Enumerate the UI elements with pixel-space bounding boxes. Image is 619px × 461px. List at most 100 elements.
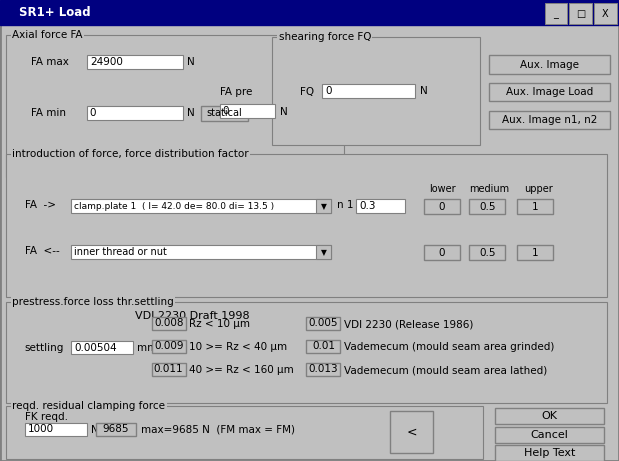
Bar — [152, 363, 186, 376]
Text: FA min: FA min — [31, 108, 66, 118]
Text: X: X — [602, 9, 608, 18]
Bar — [71, 245, 331, 259]
Text: 0.00504: 0.00504 — [74, 343, 117, 353]
Bar — [356, 199, 405, 213]
Bar — [220, 104, 275, 118]
Bar — [6, 154, 607, 297]
Text: 10 >= Rz < 40 µm: 10 >= Rz < 40 µm — [189, 342, 288, 352]
Text: 0.005: 0.005 — [309, 319, 338, 328]
Text: FA  <--: FA <-- — [25, 246, 59, 256]
Bar — [306, 340, 340, 353]
Bar — [517, 245, 553, 260]
Bar — [489, 111, 610, 129]
Text: 0.009: 0.009 — [154, 342, 183, 351]
Text: 0: 0 — [439, 202, 445, 212]
Bar — [71, 199, 331, 213]
Bar — [424, 199, 460, 214]
Text: N: N — [91, 425, 99, 435]
Text: Aux. Image: Aux. Image — [520, 59, 579, 70]
Text: Axial force FA: Axial force FA — [12, 30, 83, 40]
Bar — [152, 317, 186, 330]
Bar — [390, 411, 433, 453]
Bar — [517, 199, 553, 214]
Text: Vademecum (mould seam area grinded): Vademecum (mould seam area grinded) — [344, 342, 555, 352]
Text: N: N — [280, 106, 288, 117]
Text: max=9685 N  (FM max = FM): max=9685 N (FM max = FM) — [141, 425, 295, 435]
Text: 24900: 24900 — [90, 57, 123, 67]
Text: N: N — [187, 57, 195, 67]
Text: 0: 0 — [439, 248, 445, 258]
Bar — [25, 423, 87, 436]
Text: SR1+ Load: SR1+ Load — [19, 6, 90, 19]
Text: 0.013: 0.013 — [309, 365, 338, 374]
Text: shearing force FQ: shearing force FQ — [279, 32, 371, 42]
Text: FA max: FA max — [31, 57, 69, 67]
Text: introduction of force, force distribution factor: introduction of force, force distributio… — [12, 149, 249, 160]
Text: Help Text: Help Text — [524, 448, 575, 458]
Text: ▼: ▼ — [321, 201, 326, 211]
Text: ▼: ▼ — [321, 248, 326, 257]
Text: n 1: n 1 — [337, 200, 354, 210]
Bar — [272, 37, 480, 145]
Text: inner thread or nut: inner thread or nut — [74, 247, 167, 257]
Bar — [495, 427, 604, 443]
Text: <: < — [407, 426, 417, 438]
Text: FQ: FQ — [300, 87, 314, 97]
Text: 0: 0 — [223, 106, 230, 116]
Text: medium: medium — [469, 184, 509, 194]
Text: settling: settling — [25, 343, 64, 353]
Text: mm: mm — [137, 343, 158, 353]
Text: lower: lower — [429, 184, 456, 194]
Text: 1: 1 — [532, 202, 538, 212]
Bar — [0, 0, 619, 25]
Text: Vademecum (mould seam area lathed): Vademecum (mould seam area lathed) — [344, 365, 547, 375]
Text: reqd. residual clamping force: reqd. residual clamping force — [12, 401, 165, 411]
Bar — [322, 84, 415, 98]
Text: 0.5: 0.5 — [479, 248, 495, 258]
Bar — [6, 35, 344, 177]
Text: Aux. Image Load: Aux. Image Load — [506, 87, 593, 97]
Text: 40 >= Rz < 160 µm: 40 >= Rz < 160 µm — [189, 365, 294, 375]
Bar — [6, 302, 607, 403]
Text: clamp.plate 1  ( l= 42.0 de= 80.0 di= 13.5 ): clamp.plate 1 ( l= 42.0 de= 80.0 di= 13.… — [74, 201, 274, 211]
Text: FK reqd.: FK reqd. — [25, 412, 67, 422]
Bar — [489, 83, 610, 101]
Bar — [424, 245, 460, 260]
Bar — [495, 408, 604, 424]
Bar — [316, 245, 331, 259]
Text: FA  ->: FA -> — [25, 200, 56, 210]
Bar — [87, 106, 183, 120]
Bar — [71, 341, 133, 354]
Bar — [469, 245, 505, 260]
Text: upper: upper — [524, 184, 553, 194]
Bar — [495, 445, 604, 461]
Text: 1000: 1000 — [28, 424, 54, 434]
Text: VDI 2230 (Release 1986): VDI 2230 (Release 1986) — [344, 319, 474, 329]
Bar — [6, 406, 483, 459]
Text: FA pre: FA pre — [220, 87, 252, 97]
Text: statical: statical — [207, 108, 242, 118]
Bar — [306, 317, 340, 330]
Text: 0.3: 0.3 — [359, 201, 376, 211]
Bar — [545, 3, 567, 24]
Bar — [594, 3, 617, 24]
Bar — [489, 55, 610, 74]
Text: 0: 0 — [90, 108, 97, 118]
Text: 0.008: 0.008 — [154, 319, 183, 328]
Text: N: N — [187, 108, 195, 118]
Text: Rz < 10 µm: Rz < 10 µm — [189, 319, 251, 329]
Text: prestress.force loss thr.settling: prestress.force loss thr.settling — [12, 297, 174, 307]
Text: Aux. Image n1, n2: Aux. Image n1, n2 — [501, 115, 597, 125]
Bar — [152, 340, 186, 353]
Text: 0.5: 0.5 — [479, 202, 495, 212]
Text: □: □ — [576, 9, 585, 18]
Text: N: N — [420, 86, 428, 96]
Text: 0.01: 0.01 — [312, 342, 335, 351]
Text: VDI 2230 Draft 1998: VDI 2230 Draft 1998 — [134, 311, 249, 321]
Bar — [569, 3, 592, 24]
Bar — [96, 423, 136, 436]
Text: 9685: 9685 — [103, 424, 129, 434]
Text: OK: OK — [542, 411, 557, 421]
Bar — [306, 363, 340, 376]
Text: 0: 0 — [325, 86, 332, 96]
